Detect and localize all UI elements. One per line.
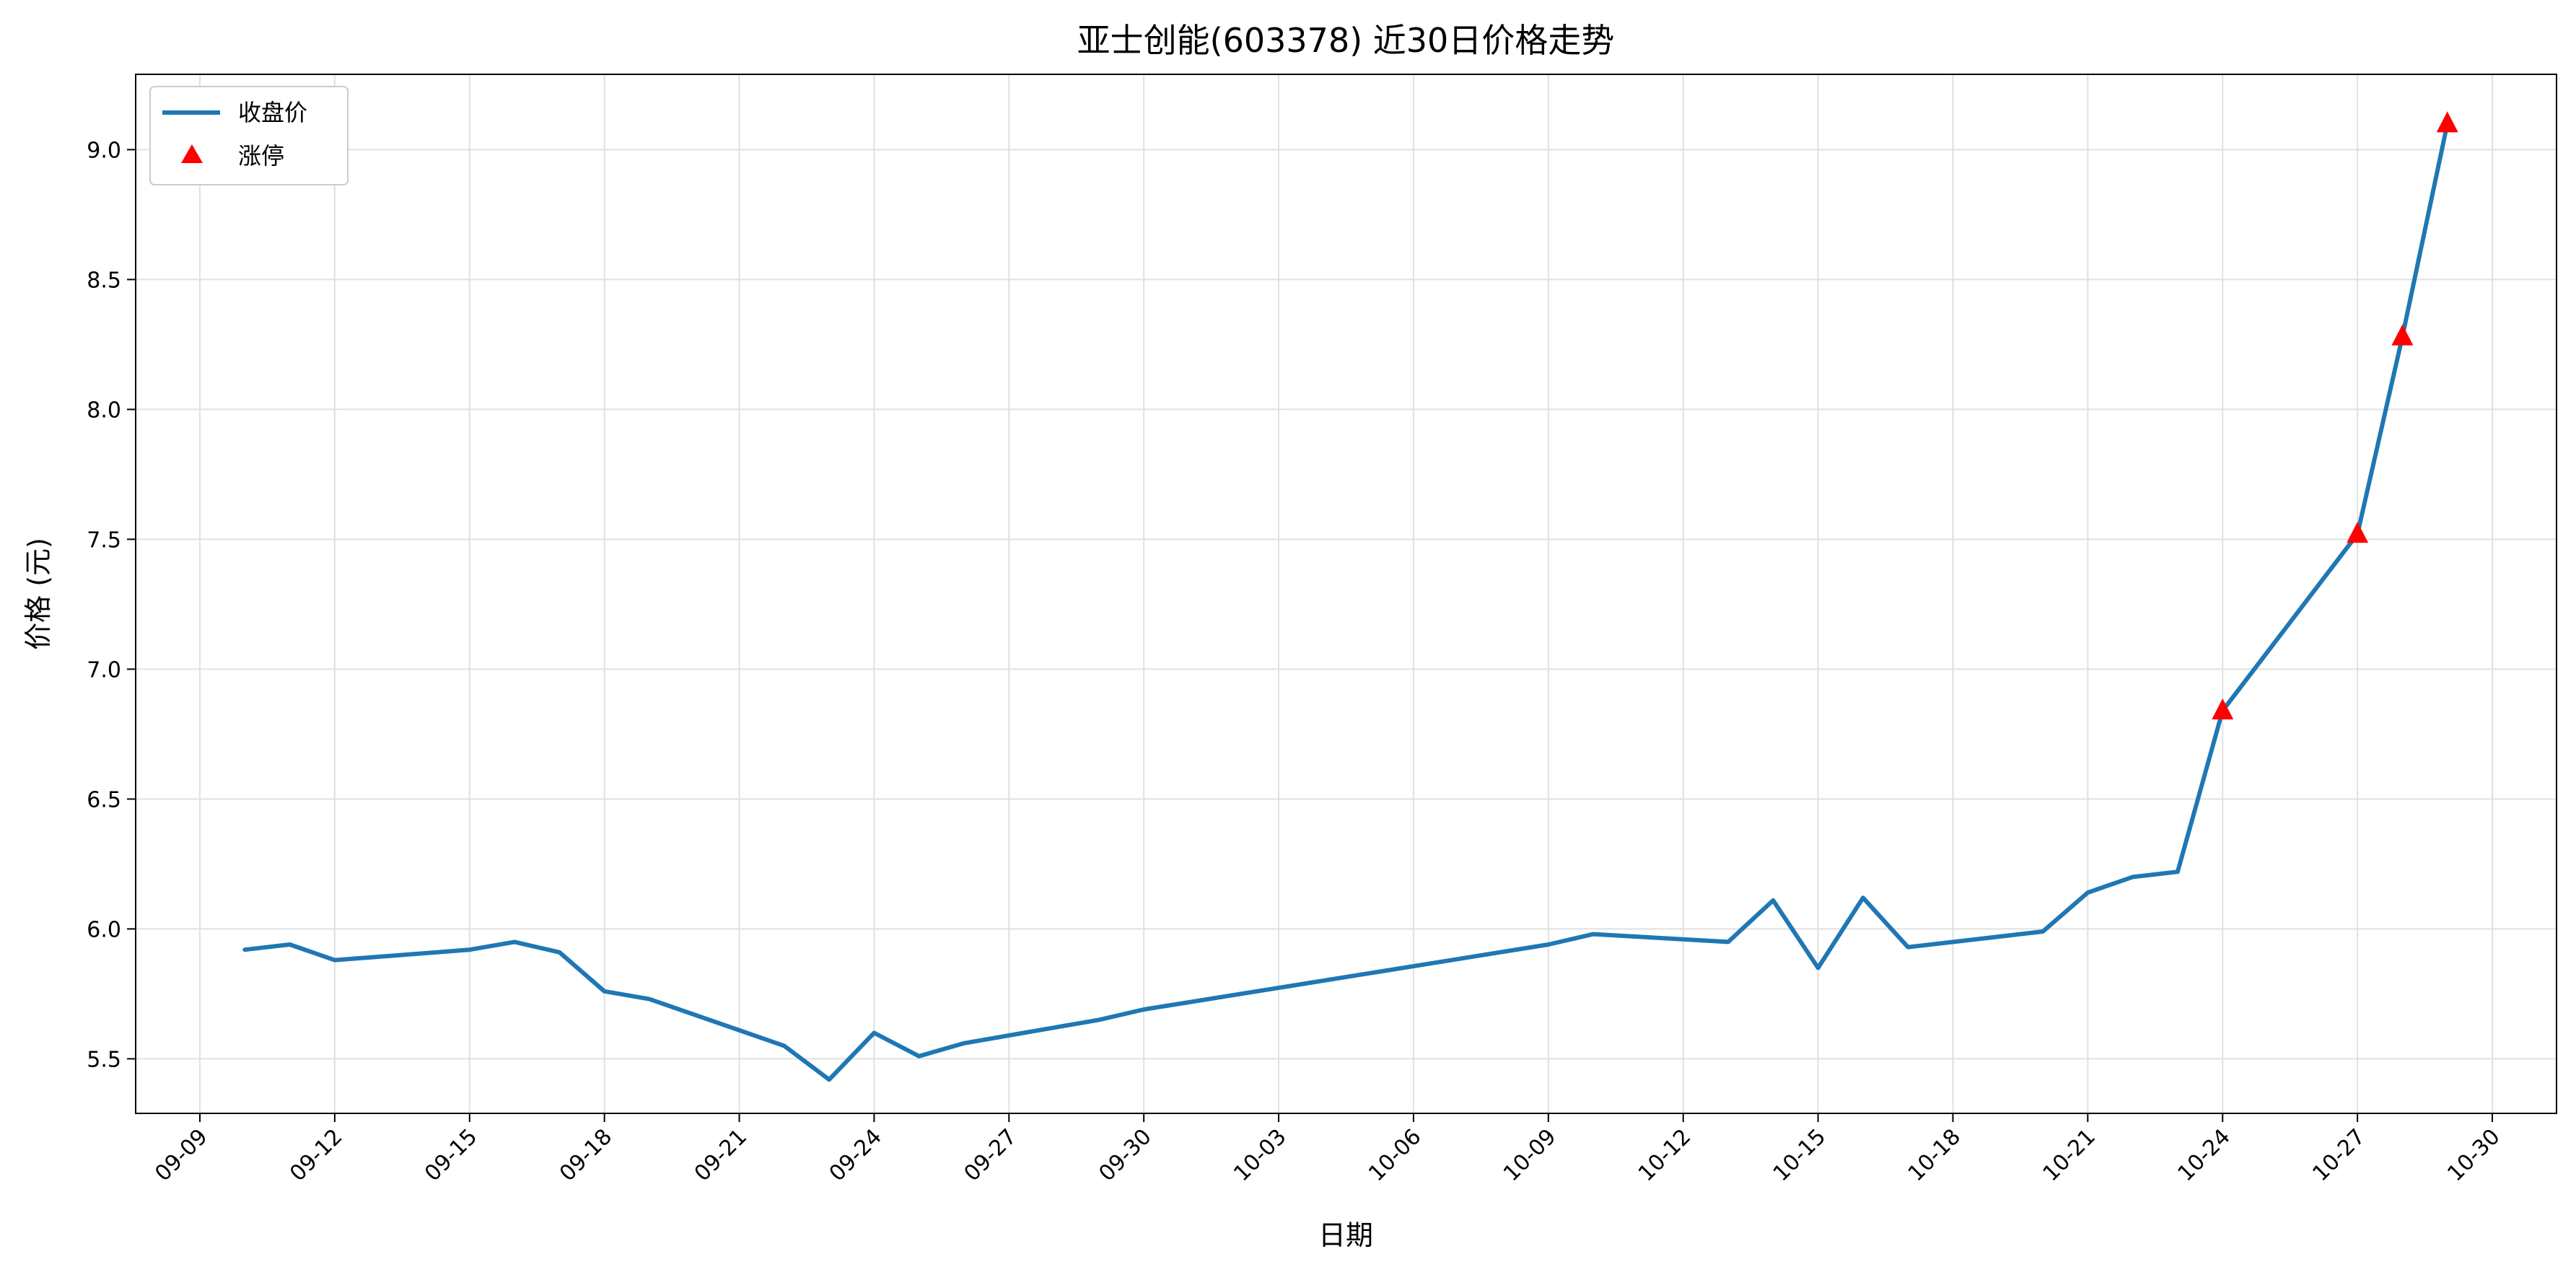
- limit-up-marker: [2212, 698, 2234, 719]
- x-tick-label: 09-09: [150, 1124, 212, 1186]
- x-tick-label: 10-12: [1634, 1124, 1696, 1186]
- x-tick-label: 09-15: [420, 1124, 482, 1186]
- limit-up-marker: [2436, 111, 2458, 133]
- x-tick-label: 09-21: [690, 1124, 752, 1186]
- x-tick-label: 10-15: [1769, 1124, 1831, 1186]
- y-tick-label: 7.0: [87, 657, 121, 683]
- limit-up-marker: [2391, 324, 2414, 346]
- x-tick-label: 09-18: [555, 1124, 617, 1186]
- y-tick-label: 7.5: [87, 527, 121, 553]
- y-tick-label: 5.5: [87, 1047, 121, 1072]
- x-tick-label: 10-06: [1364, 1124, 1426, 1186]
- x-tick-label: 10-24: [2173, 1124, 2235, 1186]
- x-tick-label: 10-21: [2038, 1124, 2100, 1186]
- plot-frame: [135, 74, 2557, 1114]
- x-tick-label: 09-24: [825, 1124, 887, 1186]
- y-axis-label: 价格 (元): [22, 538, 54, 650]
- y-tick-label: 6.0: [87, 917, 121, 942]
- y-tick-label: 8.0: [87, 398, 121, 423]
- y-tick-label: 9.0: [87, 138, 121, 163]
- grid-lines: [136, 74, 2557, 1113]
- x-tick-label: 10-30: [2443, 1124, 2505, 1186]
- y-axis: 5.5 6.0 6.5 7.0 7.5 8.0 8.5 9.0: [87, 138, 136, 1072]
- x-tick-label: 09-27: [960, 1124, 1022, 1186]
- legend-triangle-swatch: [181, 144, 203, 163]
- x-tick-label: 09-12: [285, 1124, 347, 1186]
- close-price-line: [242, 121, 2450, 1082]
- x-axis: 09-09 09-12 09-15 09-18 09-21 09-24 09-27 09-30…: [150, 1113, 2505, 1186]
- series-layer: [242, 111, 2458, 1082]
- y-tick-label: 8.5: [87, 268, 121, 293]
- legend-label-limit-up: 涨停: [238, 142, 284, 170]
- limit-up-marker: [2347, 522, 2369, 543]
- x-tick-label: 10-09: [1499, 1124, 1561, 1186]
- x-tick-label: 10-03: [1229, 1124, 1291, 1186]
- x-axis-label: 日期: [1318, 1219, 1373, 1251]
- legend: 收盘价 涨停: [149, 86, 349, 185]
- legend-label-close: 收盘价: [238, 99, 307, 126]
- x-tick-label: 10-18: [1903, 1124, 1966, 1186]
- x-tick-label: 09-30: [1094, 1124, 1156, 1186]
- chart-title: 亚士创能(603378) 近30日价格走势: [1077, 21, 1615, 60]
- y-tick-label: 6.5: [87, 787, 121, 812]
- x-tick-label: 10-27: [2308, 1124, 2370, 1186]
